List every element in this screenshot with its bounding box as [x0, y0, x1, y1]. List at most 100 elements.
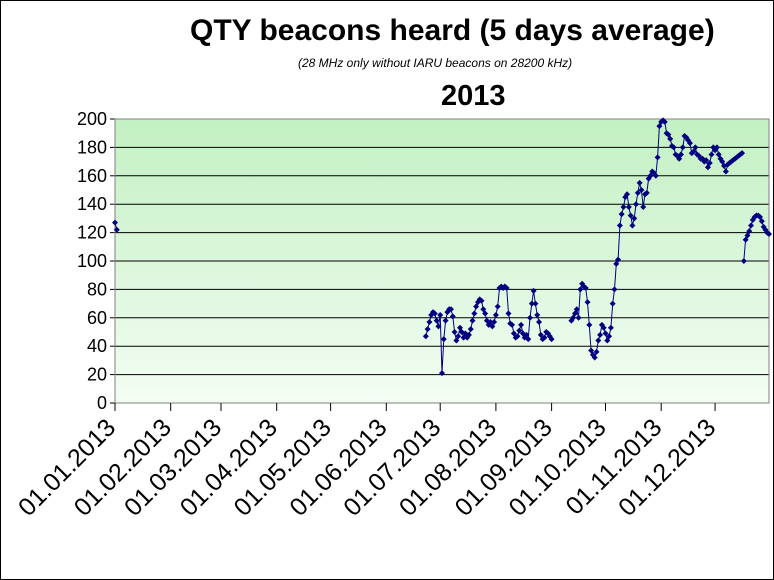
data-point: [449, 313, 456, 320]
data-point: [597, 331, 604, 338]
y-axis-tick-labels: 0 20 40 60 80 100 120 140 160 180 200: [77, 109, 107, 413]
data-point: [440, 336, 447, 343]
data-point: [665, 131, 672, 138]
data-point: [525, 336, 532, 343]
data-point: [757, 213, 764, 220]
data-point: [487, 319, 494, 326]
data-point: [548, 336, 555, 343]
data-point: [634, 189, 641, 196]
data-point: [593, 348, 600, 355]
data-point: [573, 306, 580, 313]
data-point: [575, 314, 582, 321]
data-point: [516, 327, 523, 334]
data-point: [740, 258, 747, 264]
data-point: [534, 311, 541, 318]
data-point: [541, 334, 548, 341]
data-point: [442, 317, 449, 324]
data-point: [692, 144, 699, 151]
data-point: [510, 330, 517, 337]
data-point: [616, 222, 623, 229]
data-point: [469, 317, 476, 324]
data-point: [439, 370, 445, 377]
data-point: [456, 324, 463, 331]
data-point: [661, 118, 668, 125]
data-point: [748, 222, 755, 229]
data-point: [465, 331, 472, 338]
data-point: [536, 319, 543, 326]
chart-subtitle: (28 MHz only without IARU beacons on 282…: [298, 56, 573, 70]
x-axis-tick-labels: 01.01.201301.02.201301.03.201301.04.2013…: [13, 413, 721, 521]
data-point: [602, 330, 609, 337]
data-point: [636, 179, 643, 186]
data-point: [606, 333, 613, 340]
data-point: [451, 329, 458, 335]
data-point: [719, 158, 726, 165]
data-point: [624, 191, 631, 198]
series-beacons: [112, 117, 772, 377]
data-point: [584, 299, 591, 306]
data-point: [503, 284, 510, 291]
data-point: [654, 154, 661, 161]
data-point: [586, 321, 593, 328]
y-tick-label: 120: [77, 223, 107, 243]
data-point: [491, 319, 498, 326]
data-point: [703, 157, 710, 164]
data-point: [677, 151, 684, 158]
data-point: [437, 311, 444, 318]
data-point: [527, 314, 534, 321]
data-point: [492, 311, 499, 318]
data-point: [706, 160, 713, 167]
data-point: [505, 310, 512, 317]
data-point: [482, 310, 489, 317]
data-point: [537, 331, 544, 338]
data-point: [604, 337, 611, 344]
chart-year-title: 2013: [441, 80, 506, 112]
data-point: [708, 151, 715, 158]
data-point: [523, 331, 530, 338]
data-point: [582, 284, 589, 291]
data-point: [435, 323, 442, 330]
y-tick-label: 180: [77, 137, 107, 157]
data-point: [742, 236, 749, 243]
data-point: [530, 287, 537, 294]
y-tick-label: 40: [87, 336, 107, 356]
data-point: [722, 168, 729, 175]
data-point: [609, 300, 616, 307]
data-point: [480, 306, 487, 313]
data-point: [473, 303, 480, 310]
data-point: [113, 226, 120, 233]
data-point: [631, 215, 638, 222]
data-point: [615, 256, 622, 263]
data-point: [595, 337, 602, 344]
data-point: [471, 310, 478, 317]
data-point: [494, 303, 501, 310]
y-tick-label: 100: [77, 251, 107, 271]
data-point: [433, 317, 440, 324]
data-point: [686, 140, 693, 147]
data-point: [478, 297, 485, 304]
data-point: [112, 219, 118, 226]
data-point: [611, 286, 618, 293]
data-point: [460, 334, 467, 341]
data-point: [643, 189, 650, 196]
data-point: [509, 321, 516, 328]
data-point: [591, 354, 598, 361]
data-point: [629, 222, 636, 229]
data-point: [571, 310, 578, 317]
data-point: [704, 164, 711, 171]
data-point: [600, 324, 607, 331]
y-tick-label: 80: [87, 279, 107, 299]
data-point: [633, 201, 640, 208]
data-point: [625, 204, 632, 211]
y-tick-label: 140: [77, 194, 107, 214]
data-point: [758, 218, 765, 225]
data-point: [528, 300, 535, 307]
data-point: [431, 310, 438, 317]
data-point: [618, 211, 625, 218]
data-point: [613, 260, 620, 267]
y-tick-label: 60: [87, 308, 107, 328]
data-point: [713, 144, 720, 151]
data-point: [679, 144, 686, 151]
y-tick-label: 160: [77, 166, 107, 186]
data-point: [607, 324, 614, 331]
